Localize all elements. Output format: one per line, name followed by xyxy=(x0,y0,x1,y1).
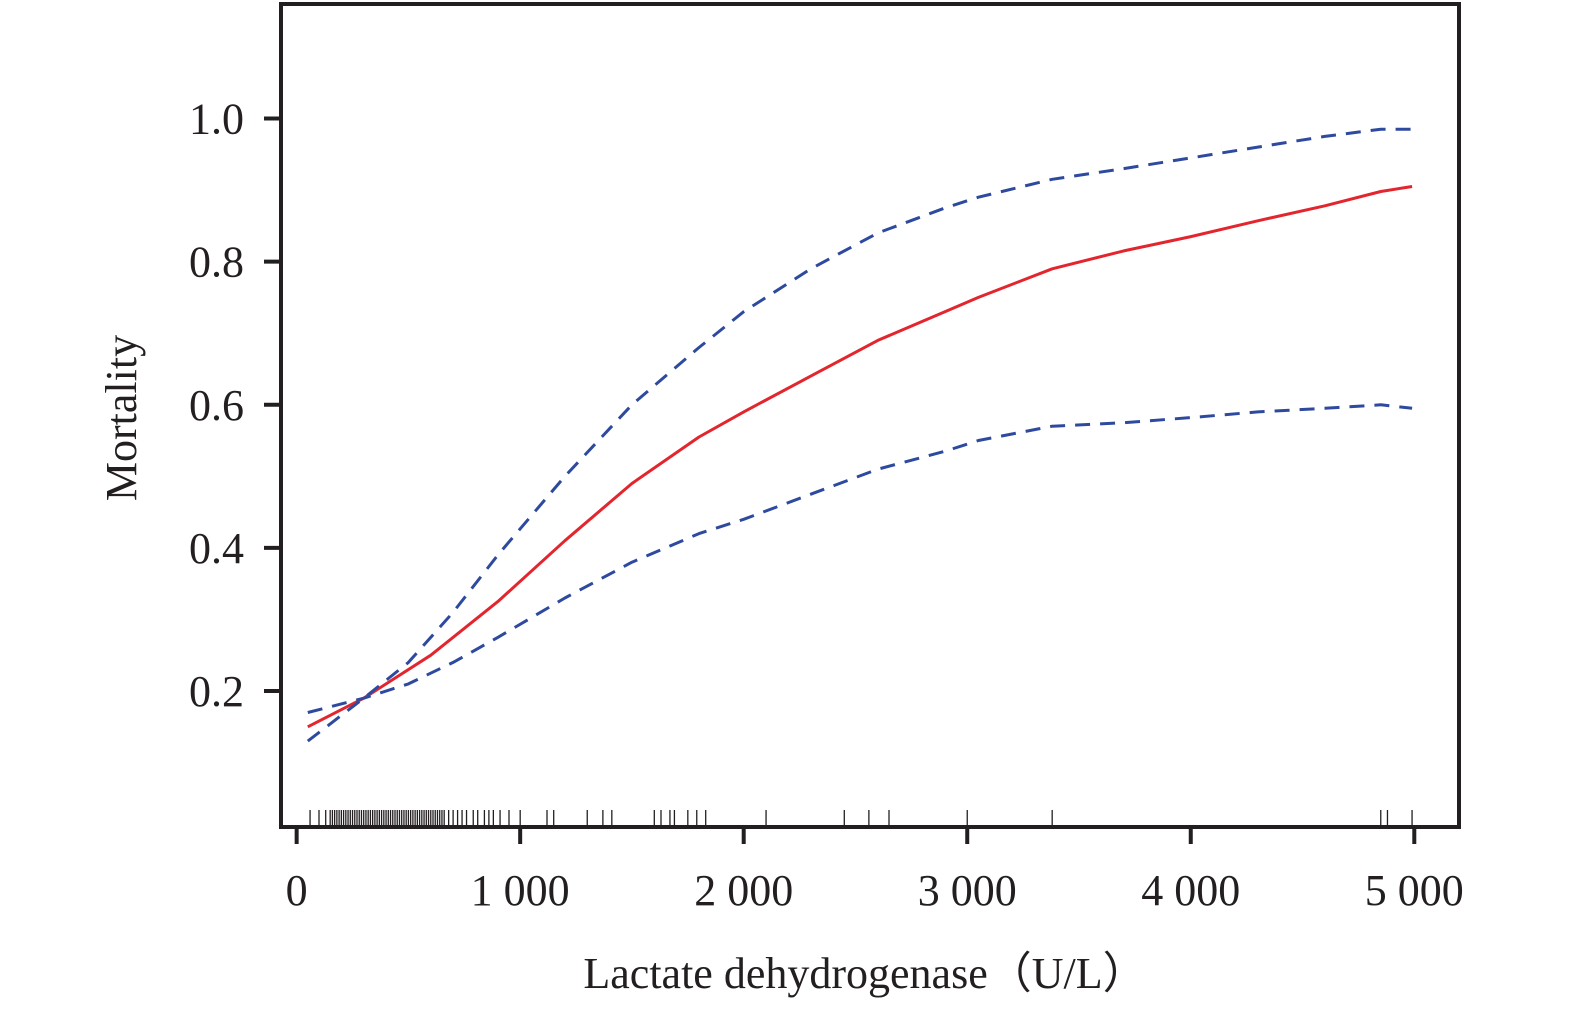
y-tick-label: 1.0 xyxy=(189,95,244,144)
x-tick-label: 1 000 xyxy=(471,866,570,915)
y-tick-label: 0.2 xyxy=(189,667,244,716)
series-line-upper xyxy=(306,127,1413,743)
y-axis: 0.2 0.4 0.6 0.8 1.0 xyxy=(189,95,281,716)
series-lines xyxy=(306,127,1413,743)
plot-frame xyxy=(279,2,1461,829)
y-tick-label: 0.4 xyxy=(189,524,244,573)
y-tick-label: 0.8 xyxy=(189,238,244,287)
x-tick-label: 0 xyxy=(286,866,308,915)
x-tick-label: 4 000 xyxy=(1141,866,1240,915)
x-axis-title: Lactate dehydrogenase（U/L） xyxy=(583,949,1146,998)
series-line-estimate xyxy=(307,185,1413,729)
x-axis: 0 1 000 2 000 3 000 4 000 5 000 xyxy=(286,827,1464,915)
x-tick-label: 2 000 xyxy=(694,866,793,915)
x-tick-label: 5 000 xyxy=(1365,866,1464,915)
x-tick-label: 3 000 xyxy=(918,866,1017,915)
y-tick-label: 0.6 xyxy=(189,381,244,430)
rug-marks xyxy=(309,810,1413,827)
y-axis-title: Mortality xyxy=(97,335,146,501)
series-line-lower xyxy=(307,403,1413,714)
